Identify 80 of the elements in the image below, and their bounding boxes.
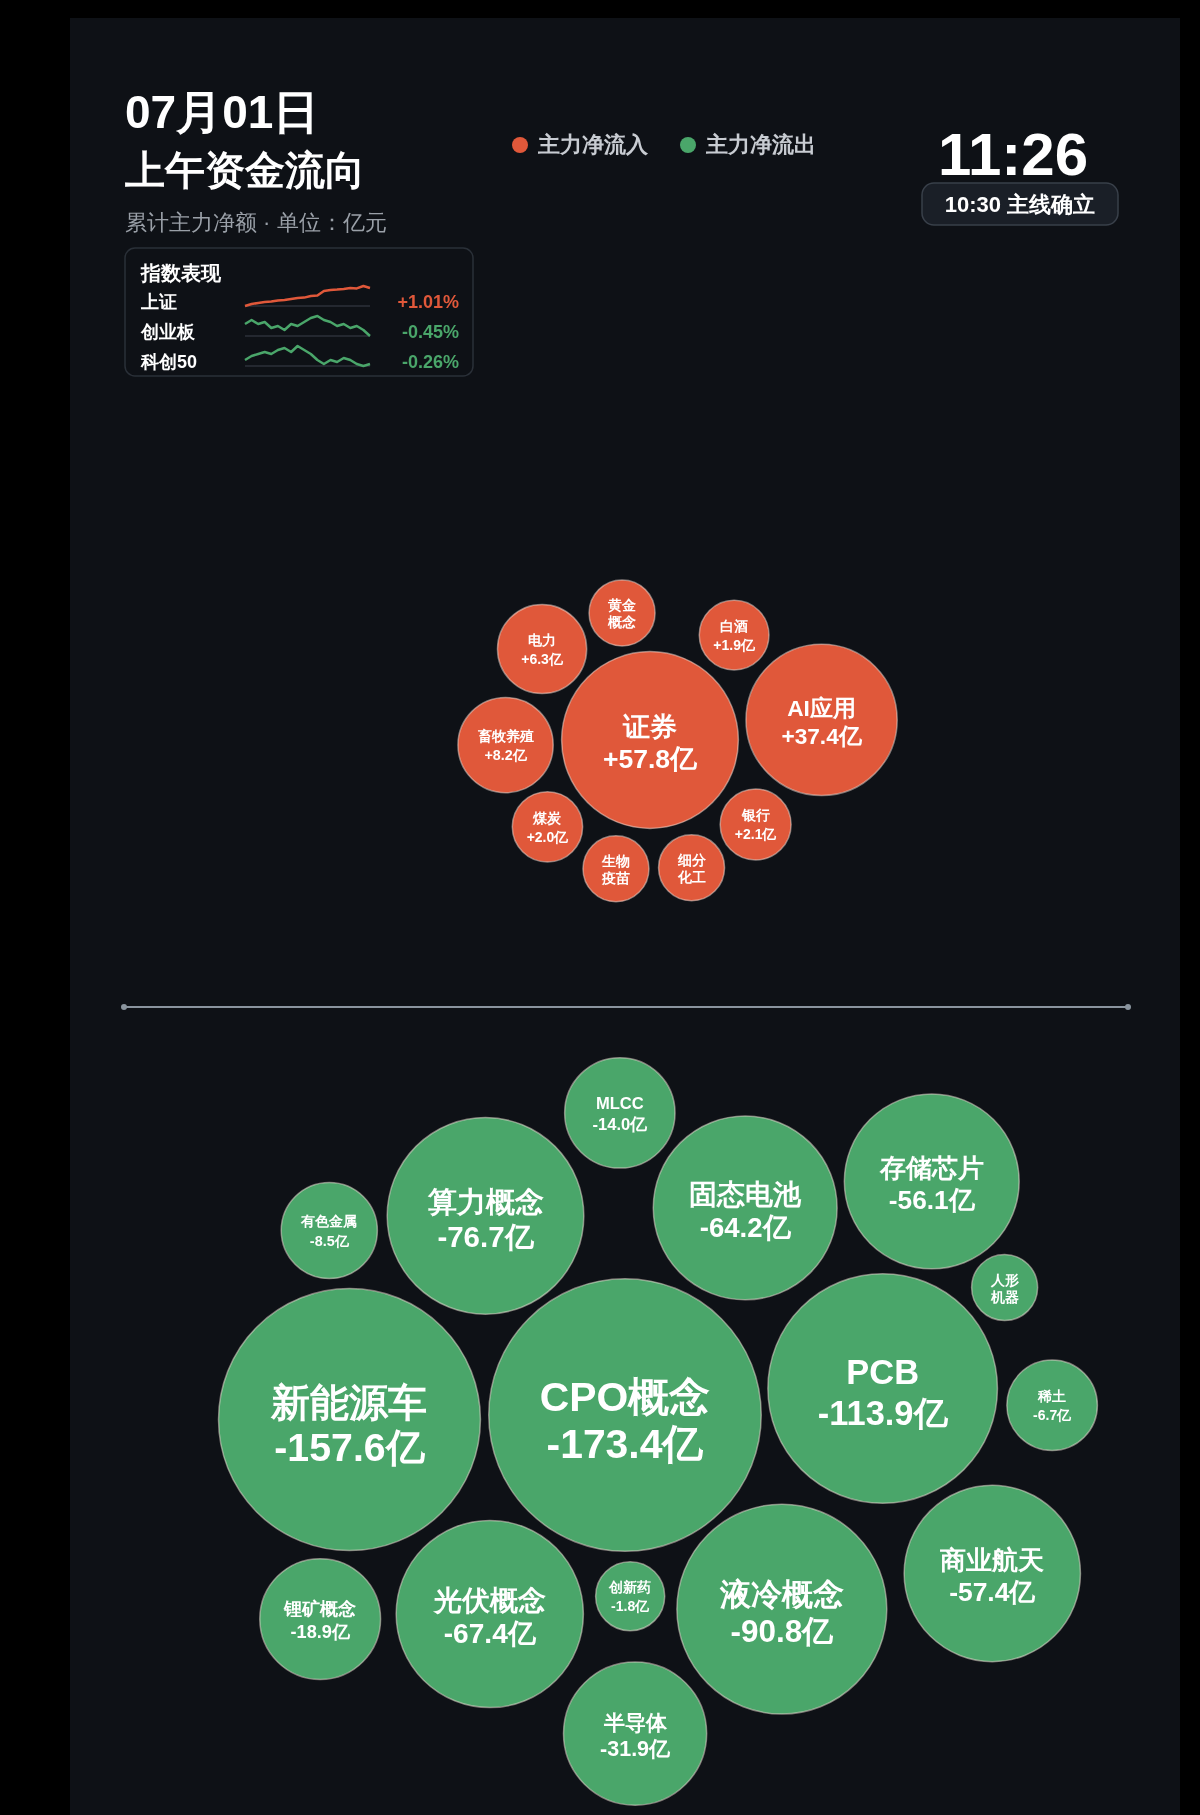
category-label: 细分化工 <box>676 851 707 885</box>
bubble: 光伏概念 -67.4亿 <box>395 1519 585 1709</box>
bubble: CPO概念 -173.4亿 <box>488 1278 762 1552</box>
category-label: 证券 <box>622 712 677 742</box>
category-label: 煤炭 <box>532 809 563 826</box>
text: 11:26 <box>937 121 1089 188</box>
bubble: 创新药 -1.8亿 <box>594 1560 666 1632</box>
bubble: 银行 +2.1亿 <box>719 788 792 861</box>
category-label: 液冷概念 <box>718 1577 844 1613</box>
data-label: +37.4亿 <box>781 722 863 749</box>
category-label: 固态电池 <box>689 1178 803 1210</box>
category-label: 半导体 <box>602 1710 668 1735</box>
bubble: 稀土 -6.7亿 <box>1006 1359 1099 1452</box>
bubble: 畜牧养殖 +8.2亿 <box>457 696 554 794</box>
data-label: -18.9亿 <box>290 1622 351 1643</box>
bubble: 人形机器 <box>970 1253 1039 1322</box>
data-label: -31.9亿 <box>600 1737 672 1762</box>
bubble: 固态电池 -64.2亿 <box>652 1115 838 1301</box>
category-label: 白酒 <box>720 618 749 635</box>
data-label: -64.2亿 <box>699 1211 792 1243</box>
bubble: 液冷概念 -90.8亿 <box>676 1503 888 1715</box>
bubble: 煤炭 +2.0亿 <box>511 790 584 863</box>
data-label: -56.1亿 <box>888 1184 976 1215</box>
data-label: -57.4亿 <box>949 1577 1037 1608</box>
category-label: 商业航天 <box>939 1545 1045 1576</box>
bubble: 生物疫苗 <box>582 835 650 903</box>
legend-label: 主力净流入 <box>537 132 649 157</box>
data-label: -113.9亿 <box>817 1393 949 1432</box>
text: 07月01日 <box>125 86 320 138</box>
data-label: +57.8亿 <box>602 743 699 774</box>
text: 10:30 主线确立 <box>944 192 1096 217</box>
category-label: 畜牧养殖 <box>476 728 534 745</box>
bubble: MLCC -14.0亿 <box>563 1056 676 1169</box>
category-label: PCB <box>846 1353 920 1392</box>
bubble: 黄金概念 <box>588 579 656 647</box>
data-label: -173.4亿 <box>546 1420 705 1467</box>
category-label: 存储芯片 <box>878 1153 984 1184</box>
category-label: 有色金属 <box>300 1213 358 1230</box>
text: 上证 <box>140 292 177 312</box>
text: 累计主力净额 · 单位：亿元 <box>125 210 387 235</box>
data-label: +2.0亿 <box>526 828 570 845</box>
category-label: 银行 <box>740 807 770 824</box>
text: +1.01% <box>397 292 459 312</box>
data-label: -8.5亿 <box>309 1232 350 1249</box>
bubble: 有色金属 -8.5亿 <box>280 1181 379 1280</box>
category-label: 锂矿概念 <box>283 1599 357 1620</box>
category-label: CPO概念 <box>539 1374 711 1420</box>
bubble: 半导体 -31.9亿 <box>562 1661 708 1806</box>
bubble: 存储芯片 -56.1亿 <box>843 1093 1020 1270</box>
legend-label: 主力净流出 <box>705 132 816 157</box>
category-label: 创新药 <box>608 1579 652 1596</box>
data-label: -14.0亿 <box>592 1115 649 1135</box>
data-label: -6.7亿 <box>1033 1406 1073 1423</box>
text: 科创50 <box>140 352 198 372</box>
data-label: -157.6亿 <box>274 1424 426 1469</box>
chart-title: 指数表现 <box>140 262 222 284</box>
bubble: 细分化工 <box>657 834 726 902</box>
data-label: -67.4亿 <box>443 1618 537 1650</box>
category-label: 黄金概念 <box>607 596 638 630</box>
text: -0.45% <box>401 322 459 342</box>
bubble: 算力概念 -76.7亿 <box>386 1116 585 1315</box>
category-label: 电力 <box>528 631 557 648</box>
data-label: -76.7亿 <box>437 1219 535 1253</box>
category-label: 稀土 <box>1037 1388 1067 1405</box>
bubble: 商业航天 -57.4亿 <box>903 1484 1082 1663</box>
category-label: AI应用 <box>787 694 856 721</box>
category-label: 生物疫苗 <box>600 852 630 886</box>
data-label: -1.8亿 <box>611 1597 651 1614</box>
text: 创业板 <box>140 322 196 342</box>
category-label: 算力概念 <box>426 1184 544 1218</box>
category-label: 光伏概念 <box>431 1585 546 1616</box>
data-label: -90.8亿 <box>730 1614 835 1650</box>
bubble: 新能源车 -157.6亿 <box>217 1287 482 1552</box>
text: 上午资金流向 <box>125 148 365 192</box>
category-label: MLCC <box>595 1093 644 1113</box>
bubble: 锂矿概念 -18.9亿 <box>259 1557 382 1681</box>
category-label: 人形机器 <box>989 1271 1019 1305</box>
data-label: +8.2亿 <box>484 747 528 764</box>
category-label: 新能源车 <box>270 1379 428 1424</box>
text: -0.26% <box>401 352 459 372</box>
